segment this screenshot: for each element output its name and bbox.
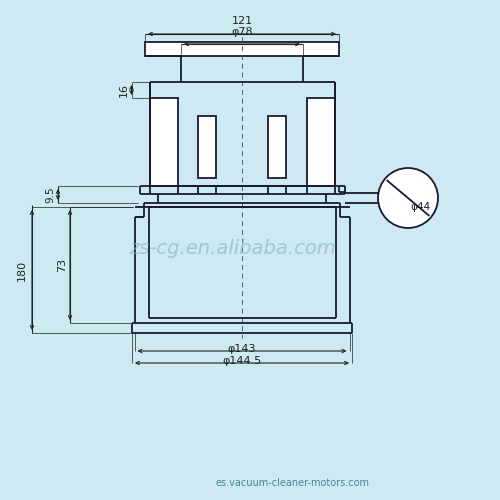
Bar [268,116,286,178]
Text: 9.5: 9.5 [45,186,55,203]
Bar [150,98,178,186]
Bar [178,99,197,185]
Text: 180: 180 [17,260,27,280]
Text: es.vacuum-cleaner-motors.com: es.vacuum-cleaner-motors.com [215,478,369,488]
Bar [198,116,216,178]
Bar [145,42,339,56]
Circle shape [378,168,438,228]
Text: φ78: φ78 [231,27,253,37]
Text: φ44: φ44 [410,202,430,212]
Text: zs-cg.en.alibaba.com: zs-cg.en.alibaba.com [128,238,336,258]
Bar [217,117,267,177]
Text: φ143: φ143 [228,344,256,354]
Text: φ144.5: φ144.5 [222,356,262,366]
Text: 73: 73 [57,258,67,272]
Bar [287,99,306,185]
Bar [306,98,334,186]
Text: 121: 121 [232,16,252,26]
Text: 16: 16 [118,83,128,97]
